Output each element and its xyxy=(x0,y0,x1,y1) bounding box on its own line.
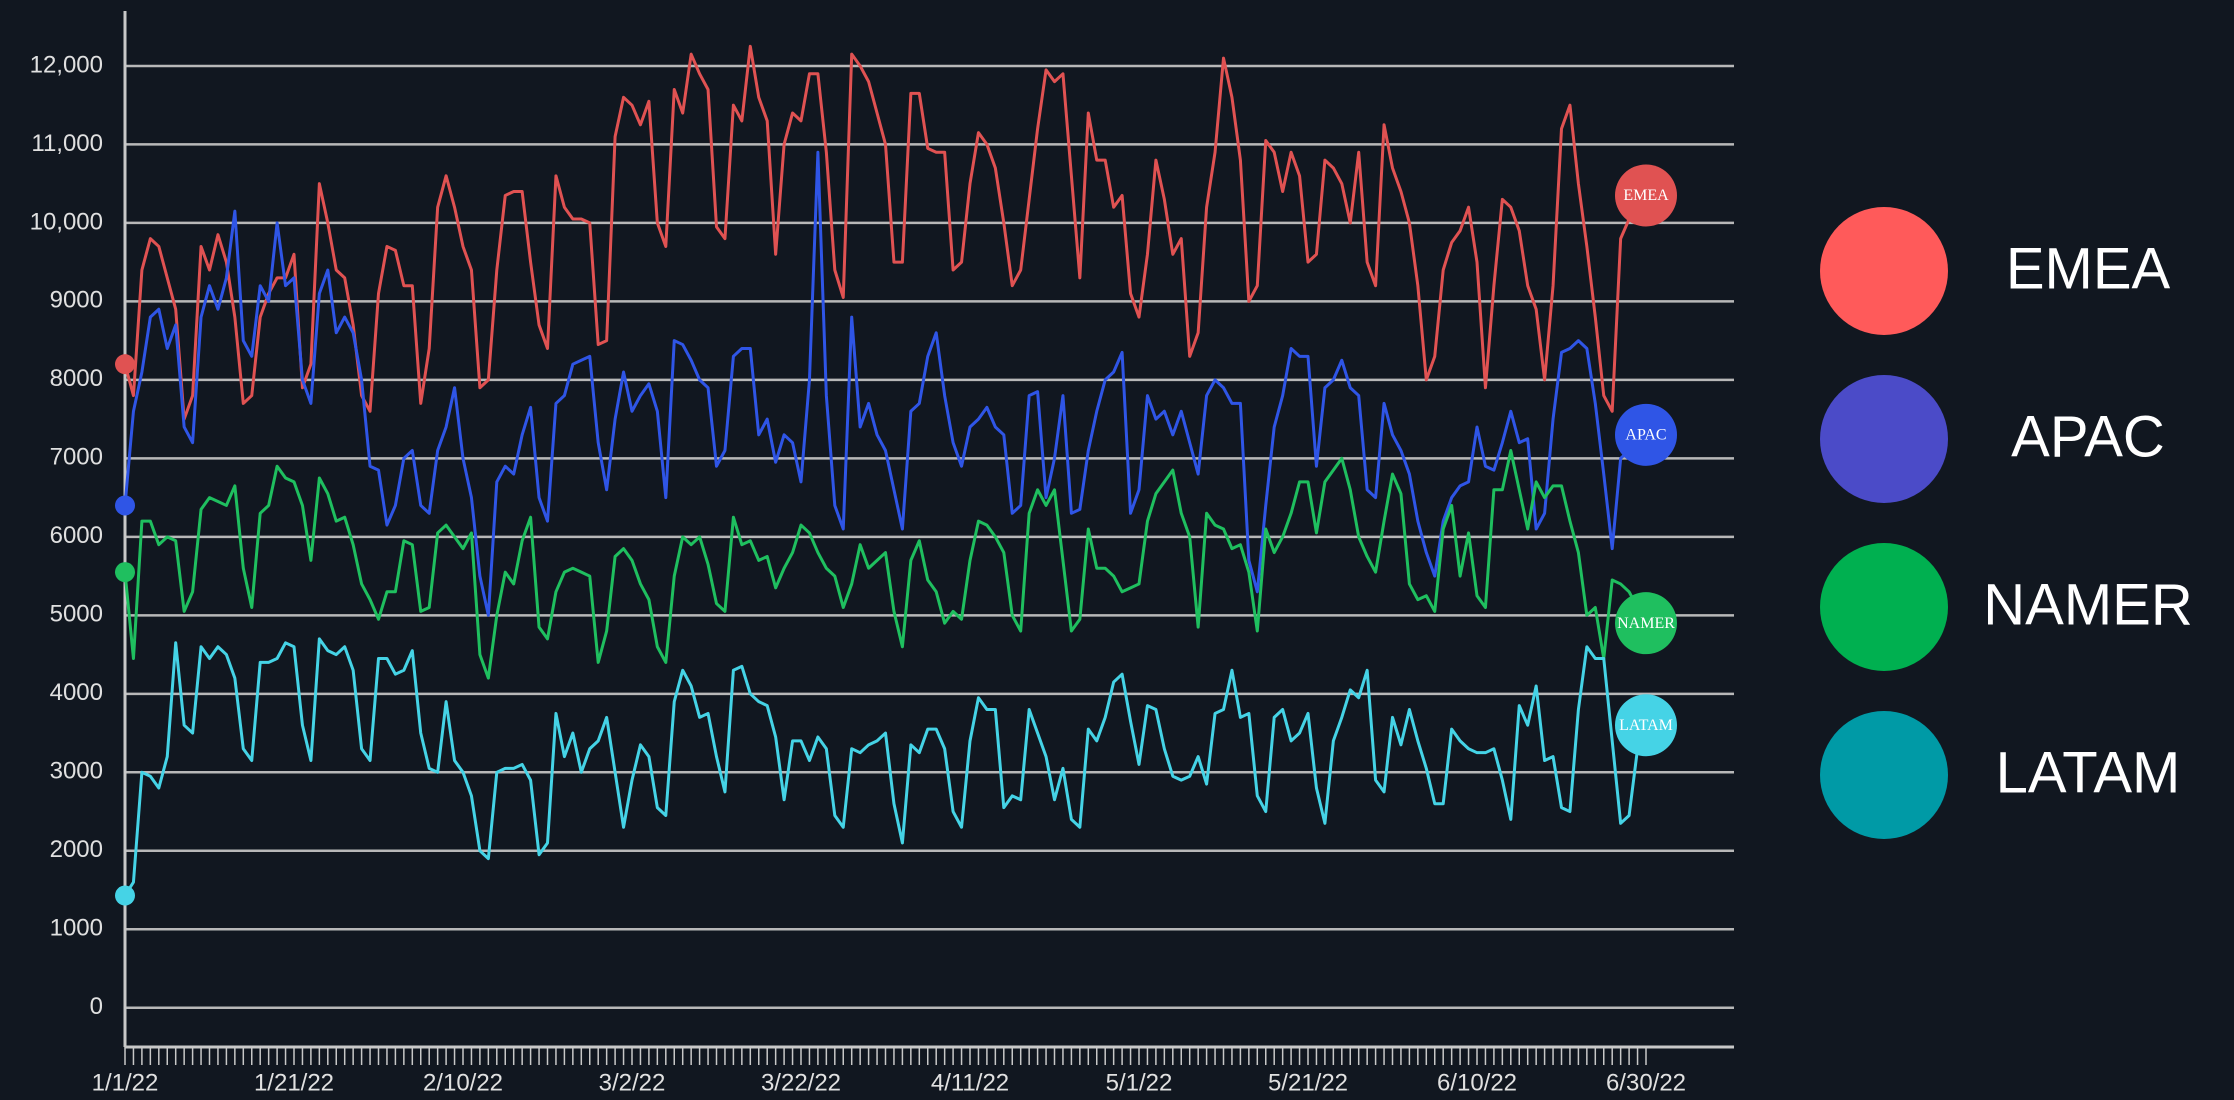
series-line xyxy=(123,150,1648,617)
x-tick-label: 6/30/22 xyxy=(1606,1069,1686,1096)
x-tick-label: 5/1/22 xyxy=(1106,1069,1173,1096)
x-tick-label: 5/21/22 xyxy=(1268,1069,1348,1096)
y-tick-label: 2000 xyxy=(50,836,103,863)
legend-swatch xyxy=(1820,375,1948,503)
end-marker xyxy=(1615,694,1677,757)
end-label: NAMER xyxy=(1617,615,1675,632)
legend-swatch xyxy=(1820,711,1948,839)
legend-label: NAMER xyxy=(1983,572,2192,637)
y-tick-label: 8000 xyxy=(50,365,103,392)
series-line xyxy=(123,637,1648,897)
y-tick-label: 7000 xyxy=(50,444,103,471)
series-line xyxy=(123,449,1648,680)
y-tick-label: 3000 xyxy=(50,758,103,785)
x-tick-label: 6/10/22 xyxy=(1437,1069,1517,1096)
legend-label: EMEA xyxy=(2006,236,2171,301)
x-tick-label: 3/2/22 xyxy=(599,1069,666,1096)
y-tick-label: 10,000 xyxy=(30,208,103,235)
y-tick-label: 6000 xyxy=(50,522,103,549)
y-tick-label: 0 xyxy=(90,993,103,1020)
x-tick-label: 1/21/22 xyxy=(254,1069,334,1096)
x-tick-label: 1/1/22 xyxy=(92,1069,159,1096)
x-tick-label: 3/22/22 xyxy=(761,1069,841,1096)
y-tick-label: 5000 xyxy=(50,601,103,628)
start-marker xyxy=(115,885,135,906)
y-tick-label: 11,000 xyxy=(31,130,103,157)
end-label: EMEA xyxy=(1623,187,1669,204)
x-tick-label: 2/10/22 xyxy=(423,1069,503,1096)
start-marker xyxy=(115,495,135,516)
end-label: APAC xyxy=(1625,426,1666,443)
y-tick-label: 4000 xyxy=(50,679,103,706)
start-marker xyxy=(115,562,135,583)
legend-label: APAC xyxy=(2011,404,2165,469)
series-line xyxy=(123,44,1648,421)
y-tick-label: 1000 xyxy=(50,915,103,942)
legend-swatch xyxy=(1820,207,1948,335)
y-tick-label: 12,000 xyxy=(30,51,103,78)
end-marker xyxy=(1615,403,1677,466)
end-label: LATAM xyxy=(1619,717,1673,734)
start-marker xyxy=(115,354,135,375)
end-marker xyxy=(1615,164,1677,227)
legend-swatch xyxy=(1820,543,1948,671)
x-tick-label: 4/11/22 xyxy=(931,1069,1009,1096)
end-marker xyxy=(1615,592,1677,655)
y-tick-label: 9000 xyxy=(50,287,103,314)
legend-label: LATAM xyxy=(1996,740,2181,805)
